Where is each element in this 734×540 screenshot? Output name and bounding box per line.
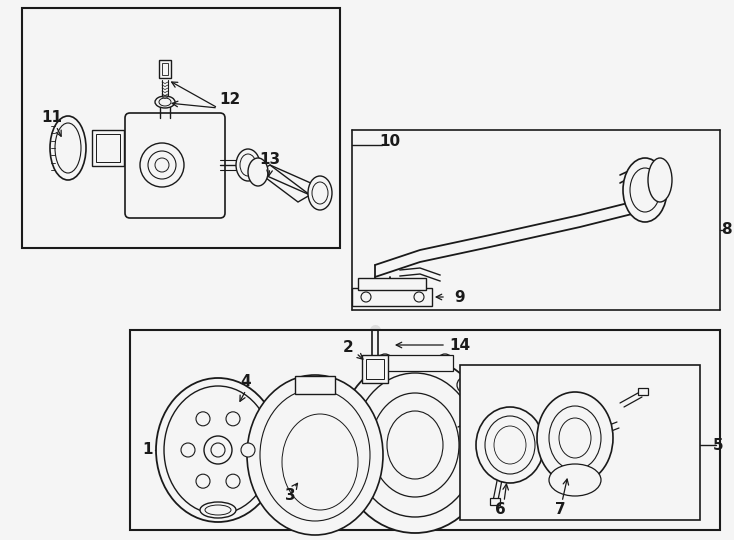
- Circle shape: [361, 292, 371, 302]
- Ellipse shape: [50, 116, 86, 180]
- Bar: [295, 376, 335, 394]
- Ellipse shape: [559, 418, 591, 458]
- Ellipse shape: [485, 416, 535, 474]
- Ellipse shape: [353, 373, 477, 517]
- Ellipse shape: [260, 389, 370, 521]
- Text: 6: 6: [495, 503, 506, 517]
- Text: 9: 9: [454, 289, 465, 305]
- Text: 4: 4: [241, 375, 251, 389]
- Bar: [490, 498, 500, 505]
- Bar: [378, 355, 453, 371]
- Ellipse shape: [240, 154, 256, 176]
- Bar: [460, 365, 700, 520]
- Circle shape: [148, 151, 176, 179]
- Text: 11: 11: [42, 111, 62, 125]
- Text: 7: 7: [555, 503, 565, 517]
- Bar: [22, 8, 340, 248]
- Ellipse shape: [205, 505, 231, 515]
- Bar: [162, 63, 168, 75]
- Bar: [358, 278, 426, 290]
- Bar: [352, 288, 432, 306]
- Bar: [366, 359, 384, 379]
- Bar: [130, 330, 720, 530]
- Ellipse shape: [157, 97, 173, 107]
- Ellipse shape: [236, 149, 260, 181]
- Ellipse shape: [623, 158, 667, 222]
- Circle shape: [377, 354, 393, 370]
- Circle shape: [226, 412, 240, 426]
- Ellipse shape: [476, 407, 544, 483]
- Ellipse shape: [387, 411, 443, 479]
- Ellipse shape: [630, 168, 660, 212]
- Ellipse shape: [159, 98, 171, 106]
- Text: 2: 2: [343, 341, 353, 355]
- Ellipse shape: [308, 176, 332, 210]
- Ellipse shape: [55, 123, 81, 173]
- Ellipse shape: [247, 375, 383, 535]
- Bar: [638, 388, 648, 395]
- Circle shape: [226, 474, 240, 488]
- Text: 10: 10: [379, 134, 401, 150]
- Bar: [362, 355, 388, 383]
- Ellipse shape: [337, 357, 493, 533]
- Circle shape: [211, 443, 225, 457]
- Ellipse shape: [248, 158, 268, 186]
- Text: 3: 3: [285, 488, 295, 503]
- Ellipse shape: [549, 464, 601, 496]
- Bar: [159, 60, 171, 78]
- Circle shape: [155, 158, 169, 172]
- Circle shape: [437, 354, 453, 370]
- Circle shape: [414, 292, 424, 302]
- Text: 12: 12: [219, 92, 241, 107]
- Ellipse shape: [494, 426, 526, 464]
- Circle shape: [196, 412, 210, 426]
- Text: 1: 1: [142, 442, 153, 457]
- FancyBboxPatch shape: [125, 113, 225, 218]
- Ellipse shape: [312, 182, 328, 204]
- Ellipse shape: [282, 414, 358, 510]
- Circle shape: [204, 436, 232, 464]
- Ellipse shape: [371, 393, 459, 497]
- Text: 13: 13: [259, 152, 280, 167]
- Ellipse shape: [648, 158, 672, 202]
- Ellipse shape: [537, 392, 613, 484]
- Circle shape: [457, 377, 473, 393]
- Circle shape: [140, 143, 184, 187]
- Text: 8: 8: [721, 222, 731, 238]
- Ellipse shape: [156, 378, 280, 522]
- Ellipse shape: [200, 502, 236, 518]
- Ellipse shape: [164, 386, 272, 514]
- Circle shape: [196, 474, 210, 488]
- Polygon shape: [258, 165, 310, 202]
- Ellipse shape: [155, 96, 175, 108]
- Ellipse shape: [549, 406, 601, 470]
- Circle shape: [181, 443, 195, 457]
- Text: 14: 14: [449, 338, 470, 353]
- Bar: [96, 134, 120, 162]
- Circle shape: [241, 443, 255, 457]
- Bar: [92, 130, 124, 166]
- Text: 5: 5: [713, 437, 723, 453]
